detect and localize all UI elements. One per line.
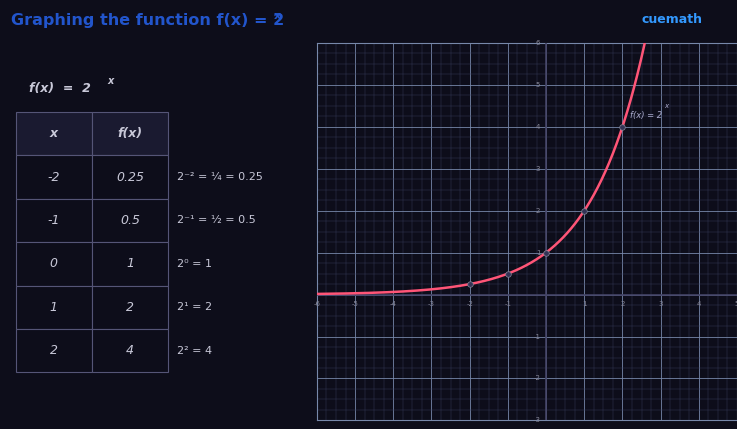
- Text: x: x: [50, 127, 58, 140]
- Text: -4: -4: [390, 301, 397, 307]
- Text: 2⁰ = 1: 2⁰ = 1: [178, 259, 212, 269]
- Text: 2⁻¹ = ¹⁄₂ = 0.5: 2⁻¹ = ¹⁄₂ = 0.5: [178, 215, 256, 225]
- Text: -3: -3: [428, 301, 435, 307]
- Text: 0: 0: [50, 257, 58, 270]
- FancyBboxPatch shape: [92, 286, 168, 329]
- FancyBboxPatch shape: [92, 329, 168, 372]
- FancyBboxPatch shape: [16, 199, 92, 242]
- Text: 2: 2: [621, 301, 625, 307]
- Text: 5: 5: [536, 82, 540, 88]
- Text: 6: 6: [536, 40, 540, 46]
- Text: 2: 2: [126, 301, 134, 314]
- Text: x: x: [665, 103, 668, 109]
- FancyBboxPatch shape: [92, 155, 168, 199]
- Text: f(x)  =  2: f(x) = 2: [29, 82, 91, 95]
- Text: 3: 3: [658, 301, 663, 307]
- Text: -1: -1: [504, 301, 511, 307]
- Text: 0.25: 0.25: [116, 170, 144, 184]
- Text: 4: 4: [536, 124, 540, 130]
- Text: 1: 1: [582, 301, 587, 307]
- Text: -3: -3: [534, 417, 540, 423]
- Text: 2² = 4: 2² = 4: [178, 346, 212, 356]
- Text: 0.5: 0.5: [120, 214, 140, 227]
- FancyBboxPatch shape: [16, 155, 92, 199]
- FancyBboxPatch shape: [16, 329, 92, 372]
- Text: x: x: [274, 11, 282, 21]
- Text: cuemath: cuemath: [641, 13, 702, 26]
- FancyBboxPatch shape: [16, 112, 92, 155]
- Text: 1: 1: [50, 301, 58, 314]
- Text: Graphing the function f(x) = 2: Graphing the function f(x) = 2: [11, 13, 284, 28]
- FancyBboxPatch shape: [16, 242, 92, 286]
- Text: f(x) = 2: f(x) = 2: [630, 112, 662, 121]
- FancyBboxPatch shape: [92, 242, 168, 286]
- Text: 1: 1: [126, 257, 134, 270]
- Text: -1: -1: [48, 214, 60, 227]
- Text: 2: 2: [50, 344, 58, 357]
- Text: 2: 2: [536, 208, 540, 214]
- Text: f(x): f(x): [117, 127, 142, 140]
- Text: -2: -2: [467, 301, 473, 307]
- Text: 4: 4: [126, 344, 134, 357]
- FancyBboxPatch shape: [16, 286, 92, 329]
- Text: 1: 1: [536, 250, 540, 256]
- Text: 2⁻² = ¹⁄₄ = 0.25: 2⁻² = ¹⁄₄ = 0.25: [178, 172, 263, 182]
- Text: x: x: [108, 76, 114, 86]
- FancyBboxPatch shape: [92, 199, 168, 242]
- Text: -6: -6: [313, 301, 321, 307]
- Text: -1: -1: [534, 333, 540, 339]
- Text: 4: 4: [696, 301, 701, 307]
- Text: -5: -5: [352, 301, 358, 307]
- Text: -2: -2: [534, 375, 540, 381]
- FancyBboxPatch shape: [92, 112, 168, 155]
- Text: 5: 5: [735, 301, 737, 307]
- Text: 3: 3: [536, 166, 540, 172]
- Text: 2¹ = 2: 2¹ = 2: [178, 302, 212, 312]
- Text: -2: -2: [48, 170, 60, 184]
